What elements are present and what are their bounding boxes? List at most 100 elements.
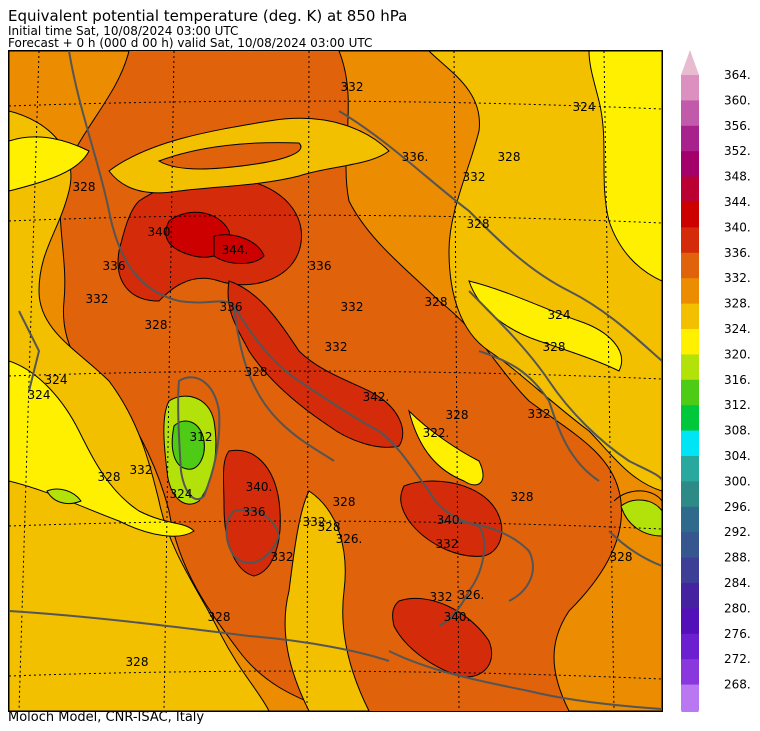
colorbar-label: 284. — [724, 576, 751, 590]
colorbar-swatch — [681, 557, 699, 584]
colorbar-label: 356. — [724, 119, 751, 133]
contour-label: 328 — [208, 610, 231, 624]
colorbar-label: 360. — [724, 93, 751, 107]
coastlines — [9, 51, 662, 710]
contour-label: 332 — [271, 550, 294, 564]
colorbar-label: 268. — [724, 678, 751, 692]
field-alps-inner — [157, 142, 302, 170]
colorbar-label: 332. — [724, 271, 751, 285]
contour-label: 328 — [610, 550, 633, 564]
contour-label: 332 — [325, 340, 348, 354]
colorbar-swatch — [681, 456, 699, 482]
colorbar-swatch — [681, 659, 699, 686]
contour-label: 332 — [86, 292, 109, 306]
field-324-greece — [613, 490, 662, 502]
colorbar-label: 272. — [724, 652, 751, 666]
colorbar-svg: 364. 360. 356. 352. 348. 344. 340. 336. 332. 328.… — [681, 50, 751, 712]
colorbar-bottom-arrow — [681, 710, 699, 712]
colorbar-swatch — [681, 202, 699, 228]
colorbar-swatch — [681, 532, 699, 559]
contour-label: 336 — [103, 259, 126, 273]
colorbar-swatch — [681, 176, 699, 203]
contour-label: 312 — [190, 430, 213, 444]
colorbar-swatch — [681, 303, 699, 330]
contour-label: 328 — [98, 470, 121, 484]
contour-label: 332 — [436, 537, 459, 551]
contour-label: 340. — [246, 480, 273, 494]
colorbar-swatch — [681, 430, 699, 457]
contour-label: 332 — [528, 407, 551, 421]
field-324-italy-coast — [408, 409, 484, 486]
contour-label: 328 — [498, 150, 521, 164]
contour-label: 326. — [458, 588, 485, 602]
colorbar-swatch — [681, 100, 699, 127]
colorbar-label: 352. — [724, 144, 751, 158]
colorbar-label: 324. — [724, 322, 751, 336]
colorbar-label: 276. — [724, 627, 751, 641]
field-344-po — [213, 234, 265, 264]
colorbar-label: 308. — [724, 424, 751, 438]
map-title: Equivalent potential temperature (deg. K… — [8, 7, 408, 25]
colorbar-swatch — [681, 506, 699, 533]
colorbar-label: 328. — [724, 297, 751, 311]
field-320-greece — [620, 499, 662, 537]
contour-label: 328 — [511, 490, 534, 504]
field-340-tyrrhenian — [222, 449, 281, 577]
colorbar-label: 312. — [724, 398, 751, 412]
colorbar-label: 320. — [724, 347, 751, 361]
colorbar-label: 336. — [724, 246, 751, 260]
contour-label: 328 — [425, 295, 448, 309]
colorbar-label: 340. — [724, 220, 751, 234]
model-credit: Moloch Model, CNR-ISAC, Italy — [8, 710, 205, 725]
colorbar-swatch — [681, 405, 699, 432]
contour-label: 328 — [543, 340, 566, 354]
colorbar-swatch — [681, 481, 699, 508]
colorbar-swatch — [681, 379, 699, 406]
contour-label: 332 — [341, 300, 364, 314]
colorbar-label: 344. — [724, 195, 751, 209]
field-320-balearic — [46, 488, 82, 504]
colorbar-swatch — [681, 684, 699, 711]
colorbar-label: 364. — [724, 68, 751, 82]
colorbar-swatch — [681, 608, 699, 635]
initial-time: Initial time Sat, 10/08/2024 03:00 UTC — [8, 24, 239, 38]
contour-label: 324 — [45, 373, 68, 387]
colorbar-swatch — [681, 151, 699, 178]
colorbar-swatch — [681, 354, 699, 381]
contour-label: 342. — [363, 390, 390, 404]
colorbar-swatch — [681, 583, 699, 609]
contour-label: 328 — [318, 520, 341, 534]
colorbar-label: 280. — [724, 601, 751, 615]
contour-label: 328 — [467, 217, 490, 231]
contour-label: 336 — [220, 300, 243, 314]
contour-label: 332 — [463, 170, 486, 184]
colorbar-swatch — [681, 75, 699, 101]
contour-label: 324 — [573, 100, 596, 114]
field-328-west — [9, 110, 270, 711]
colorbar-swatch — [681, 252, 699, 279]
contour-label: 328 — [126, 655, 149, 669]
contour-label: 336. — [402, 150, 429, 164]
contour-label: 324 — [548, 308, 571, 322]
contour-label: 328 — [73, 180, 96, 194]
colorbar-swatch — [681, 125, 699, 152]
contour-label: 324 — [28, 388, 51, 402]
colorbar-label: 292. — [724, 525, 751, 539]
contour-label: 328 — [446, 408, 469, 422]
contour-label: 332 — [303, 515, 326, 529]
contour-label: 322. — [423, 426, 450, 440]
contour-label: 336 — [243, 505, 266, 519]
contour-label: 340. — [444, 610, 471, 624]
field-316-corsica — [171, 420, 205, 470]
contour-label: 340 — [148, 225, 171, 239]
colorbar-label: 288. — [724, 551, 751, 565]
contour-label: 344. — [222, 243, 249, 257]
colorbar-top-arrow — [681, 50, 699, 75]
contour-label: 340. — [437, 513, 464, 527]
colorbar-swatch — [681, 227, 699, 254]
contour-label: 326. — [336, 532, 363, 546]
contour-label: 332 — [130, 463, 153, 477]
graticule — [9, 51, 662, 711]
contour-label: 328 — [145, 318, 168, 332]
colorbar-swatch — [681, 633, 699, 660]
